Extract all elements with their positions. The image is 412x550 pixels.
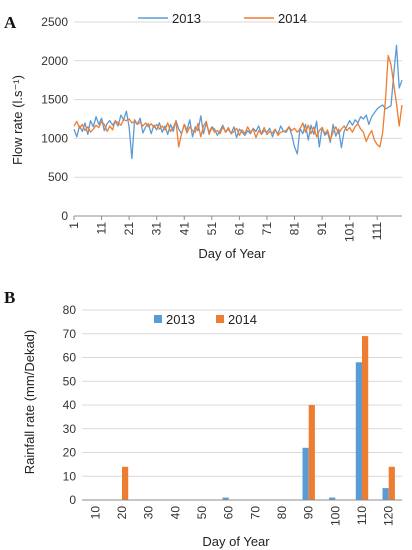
panel-b-ytick-label: 0 <box>69 493 76 507</box>
panel-a-xtick-label: 81 <box>288 222 302 236</box>
panel-b-plot: 0 10 20 30 40 50 60 70 80 10 20 30 40 50 60 70 80 90 100 11… <box>63 303 402 526</box>
panel-b-xtick-label: 80 <box>275 506 289 520</box>
panel-b-xtick-label: 30 <box>142 506 156 520</box>
panel-b-xtick-label: 20 <box>115 506 129 520</box>
panel-b-legend-label: 2014 <box>228 312 257 327</box>
panel-b-xtick-label: 100 <box>328 506 342 526</box>
panel-a-xtick-label: 21 <box>122 222 136 236</box>
panel-a-ytick-label: 1000 <box>41 131 68 145</box>
panel-b-bar-2013 <box>329 497 336 500</box>
panel-b-ytick-label: 30 <box>63 422 77 436</box>
panel-b-bar-2013 <box>302 447 309 501</box>
panel-b-bar-2014 <box>122 466 129 501</box>
panel-b-xtick-label: 10 <box>88 506 102 520</box>
panel-a-ytick-label: 500 <box>48 170 68 184</box>
panel-a-xtick-label: 11 <box>95 222 109 235</box>
panel-a-label: A <box>4 13 17 32</box>
panel-a-xlabel: Day of Year <box>198 246 266 261</box>
panel-a-ytick-label: 2000 <box>41 54 68 68</box>
panel-b-xtick-label: 120 <box>382 506 396 526</box>
panel-a-series-line-2014 <box>73 54 403 148</box>
panel-b-label: B <box>4 288 15 307</box>
panel-a-ytick-label: 2500 <box>41 15 68 29</box>
panel-b-ytick-label: 70 <box>63 327 77 341</box>
panel-b-xtick-label: 50 <box>195 506 209 520</box>
panel-a-legend-label: 2013 <box>172 11 201 26</box>
panel-b-ytick-label: 10 <box>63 469 77 483</box>
panel-b-xtick-label: 90 <box>302 506 316 520</box>
panel-a-xtick-label: 31 <box>150 222 164 236</box>
panel-b-bar-2014 <box>362 336 369 500</box>
panel-b-xtick-label: 40 <box>168 506 182 520</box>
panel-a-xtick-label: 51 <box>205 222 219 236</box>
panel-a-legend-label: 2014 <box>278 11 307 26</box>
panel-a-xtick-label: 1 <box>67 222 81 229</box>
panel-a-xtick-label: 111 <box>370 222 384 241</box>
panel-a-ytick-label: 1500 <box>41 93 68 107</box>
panel-a-ylabel: Flow rate (l.s⁻¹) <box>10 75 25 165</box>
panel-b-legend-swatch <box>154 315 162 323</box>
panel-a-xtick-label: 91 <box>315 222 329 236</box>
panel-b-ylabel: Rainfall rate (mm/Dekad) <box>22 330 37 475</box>
panel-a-xtick-label: 41 <box>177 222 191 236</box>
panel-b-bar-2014 <box>388 466 395 501</box>
panel-b-bar-2013 <box>355 362 362 501</box>
panel-b-legend-swatch <box>216 315 224 323</box>
panel-a-xtick-label: 61 <box>232 222 246 236</box>
panel-b-ytick-label: 60 <box>63 351 77 365</box>
panel-a-xtick-label: 101 <box>343 222 357 242</box>
panel-b-legend-label: 2013 <box>166 312 195 327</box>
panel-a-ytick-label: 0 <box>61 209 68 223</box>
panel-b-bar-2014 <box>308 405 315 500</box>
panel-b-bar-2013 <box>222 497 229 500</box>
panel-a-series-line-2013 <box>73 44 403 160</box>
panel-b-ytick-label: 80 <box>63 303 77 317</box>
panel-a-xtick-label: 71 <box>260 222 274 236</box>
panel-b-xtick-label: 70 <box>248 506 262 520</box>
panel-b-ytick-label: 40 <box>63 398 77 412</box>
panel-b-ytick-label: 20 <box>63 446 77 460</box>
panel-b-xtick-label: 60 <box>222 506 236 520</box>
panel-b-xtick-label: 110 <box>355 506 369 525</box>
panel-b-bar-2013 <box>382 488 389 500</box>
panel-b-ytick-label: 50 <box>63 374 77 388</box>
panel-b-xlabel: Day of Year <box>202 534 270 549</box>
